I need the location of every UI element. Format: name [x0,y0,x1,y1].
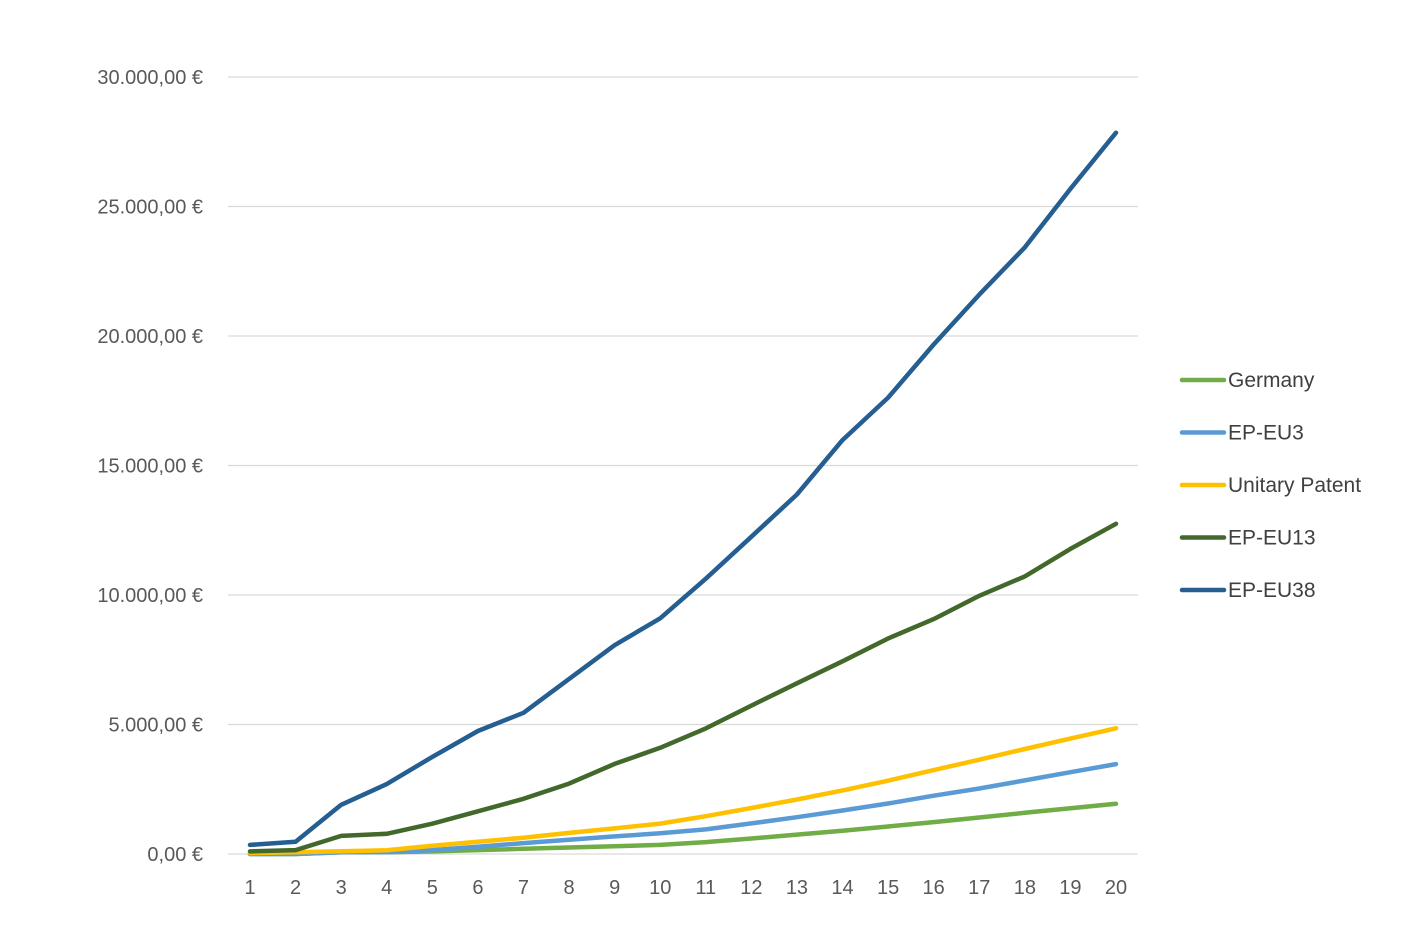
x-tick-label: 14 [831,877,853,899]
x-tick-label: 3 [336,877,347,899]
x-tick-label: 16 [923,877,945,899]
x-tick-label: 8 [563,877,574,899]
y-tick-label: 25.000,00 € [97,197,203,219]
x-tick-label: 17 [968,877,990,899]
x-tick-label: 10 [649,877,671,899]
y-tick-label: 30.000,00 € [97,67,203,89]
x-tick-label: 13 [786,877,808,899]
x-tick-label: 15 [877,877,899,899]
gridlines [228,76,1138,855]
legend-item-unitary-patent: Unitary Patent [1179,474,1361,497]
y-tick-label: 15.000,00 € [97,456,203,478]
x-tick-label: 9 [609,877,620,899]
legend-label: EP-EU13 [1228,527,1316,550]
x-tick-label: 1 [244,877,255,899]
legend: Germany EP-EU3 Unitary Patent EP-EU13 EP-EU3… [1179,369,1361,602]
series-line-ep-eu38 [247,130,1119,848]
series-line-germany [247,801,1119,857]
y-tick-label: 20.000,00 € [97,326,203,348]
legend-label: EP-EU3 [1228,422,1304,445]
x-tick-label: 6 [472,877,483,899]
y-axis-tick-labels: 0,00 € 5.000,00 € 10.000,00 € 15.000,00 € 20… [97,67,203,866]
x-tick-label: 5 [427,877,438,899]
x-tick-label: 4 [381,877,392,899]
y-tick-label: 0,00 € [147,844,203,866]
series-line-ep-eu3 [247,761,1119,857]
x-tick-label: 2 [290,877,301,899]
legend-item-germany: Germany [1179,369,1315,392]
x-tick-label: 12 [740,877,762,899]
legend-item-ep-eu38: EP-EU38 [1179,579,1316,602]
series-line-ep-eu13 [247,521,1119,854]
y-tick-label: 5.000,00 € [108,715,203,737]
legend-label: EP-EU38 [1228,579,1316,602]
x-tick-label: 19 [1059,877,1081,899]
series-lines [247,130,1119,857]
legend-label: Germany [1228,369,1315,392]
legend-item-ep-eu13: EP-EU13 [1179,527,1316,550]
x-tick-label: 18 [1014,877,1036,899]
x-tick-label: 20 [1105,877,1127,899]
y-tick-label: 10.000,00 € [97,585,203,607]
x-tick-label: 11 [695,877,716,899]
legend-label: Unitary Patent [1228,474,1361,497]
x-axis-tick-labels: 1 2 3 4 5 6 7 8 9 10 11 12 13 14 15 16 17 18 19 20 [244,877,1127,899]
x-tick-label: 7 [518,877,529,899]
series-line-unitary-patent [247,726,1119,856]
legend-item-ep-eu3: EP-EU3 [1179,422,1304,445]
